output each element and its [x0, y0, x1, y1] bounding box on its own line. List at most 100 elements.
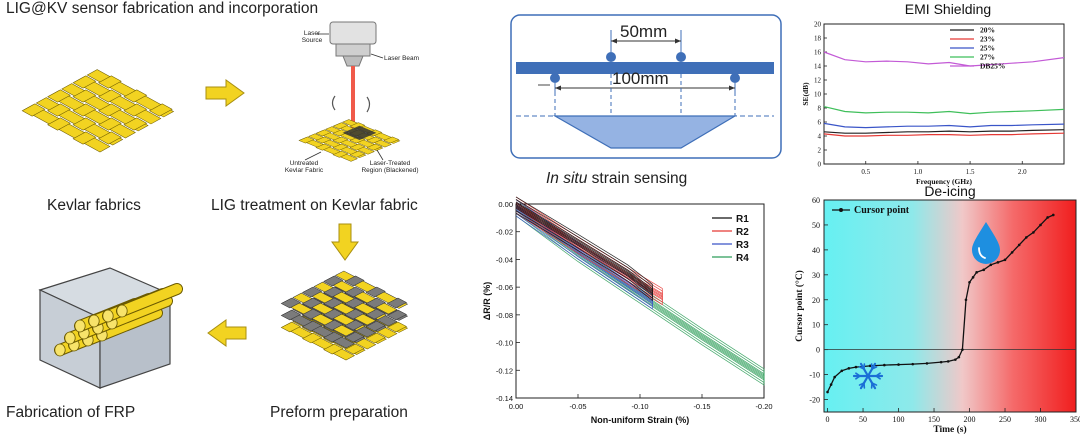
data-point	[982, 268, 986, 272]
x-tick-label: -0.05	[569, 402, 586, 411]
snowflake-branch	[858, 366, 865, 370]
legend-label: Cursor point	[854, 205, 910, 216]
fabric-weft-strand	[344, 331, 365, 343]
data-point	[1032, 231, 1035, 234]
fabric-weft-strand	[315, 136, 332, 144]
fabric-weft-strand	[332, 150, 349, 158]
data-point	[911, 362, 915, 366]
snowflake-arm	[866, 374, 877, 390]
fabric-weft-strand	[323, 297, 344, 309]
y-tick-label: 0	[818, 161, 822, 169]
fabric-weft-strand	[323, 275, 344, 287]
y-tick-label: 12	[814, 77, 822, 85]
data-point	[854, 365, 858, 369]
fabric-weft-strand	[323, 343, 344, 355]
y-tick-label: -0.02	[496, 228, 513, 237]
fabric-weft-strand	[386, 321, 408, 333]
y-tick-label: 0.00	[498, 200, 513, 209]
laser-source-label: Laser Source	[301, 30, 323, 44]
frp-fiber-end	[64, 331, 76, 345]
data-point	[957, 355, 961, 359]
legend-label: 27%	[980, 53, 995, 62]
insitu-caption: In situ strain sensing	[546, 170, 687, 188]
snowflake-icon	[852, 362, 884, 390]
kevlar-weave	[21, 69, 175, 153]
data-point	[1010, 251, 1014, 254]
fabric-weft-strand	[332, 136, 349, 144]
x-tick-label: 200	[964, 415, 976, 424]
strain-sensing-chart: 0.00-0.02-0.04-0.06-0.08-0.10-0.12-0.140…	[482, 196, 773, 425]
fabric-weft-strand	[344, 297, 365, 309]
y-tick-label: 2	[818, 147, 822, 155]
x-axis-label: Non-uniform Strain (%)	[591, 415, 690, 425]
data-point	[961, 348, 964, 351]
y-tick-label: 10	[812, 321, 820, 330]
laser-illustration	[298, 21, 401, 162]
fabric-weft-strand	[148, 103, 173, 117]
fabric-weft-strand	[315, 143, 332, 151]
series-line-20%	[823, 129, 1065, 134]
data-point	[1003, 258, 1007, 262]
fabric-weft-strand	[344, 343, 365, 355]
data-point	[883, 363, 886, 367]
fabric-weft-strand	[349, 150, 366, 158]
legend-label: 23%	[980, 35, 995, 44]
deicing-chart: De-icing -20 -10 0 10 20 30 40 50 60 0 50 100 150 200 2…	[794, 183, 1080, 435]
fabric-weft-strand	[332, 143, 349, 151]
laser-beam-label: Laser Beam	[384, 55, 420, 62]
data-point	[1051, 213, 1055, 217]
y-tick-label: 0	[816, 346, 820, 355]
fabric-weft-strand	[123, 89, 148, 103]
legend-marker	[839, 208, 843, 212]
x-tick-label: 300	[1035, 415, 1047, 424]
frp-fiber-end	[116, 304, 128, 318]
chart-title: De-icing	[924, 183, 975, 199]
data-point	[968, 281, 971, 284]
fabric-weft-strand	[365, 308, 386, 320]
x-tick-label: 350	[1070, 415, 1080, 424]
data-point	[954, 358, 957, 361]
y-tick-label: 20	[814, 21, 822, 29]
y-tick-label: 30	[812, 271, 820, 280]
top-span-label: 50mm	[620, 22, 668, 41]
x-tick-label: 0.5	[861, 168, 870, 176]
y-axis-label: Cursor point (°C)	[794, 270, 805, 342]
fabric-weft-strand	[98, 131, 122, 145]
fabric-weft-strand	[332, 129, 349, 137]
series-line-25%	[823, 122, 1065, 129]
water-drop-highlight	[978, 247, 986, 259]
y-tick-label: 6	[818, 119, 822, 127]
data-point	[847, 367, 851, 370]
fabric-weft-strand	[21, 103, 46, 117]
snowflake-arm	[859, 374, 870, 390]
fabric-weft-strand	[98, 117, 122, 131]
y-tick-label: -0.08	[496, 311, 513, 320]
x-tick-label: 100	[893, 415, 905, 424]
strain-setup-diagram	[510, 14, 782, 159]
fabric-weft-strand	[72, 75, 97, 89]
legend-label: 20%	[980, 26, 995, 35]
y-tick-label: -0.04	[496, 255, 513, 264]
data-point	[946, 360, 950, 363]
y-tick-label: 20	[812, 296, 820, 305]
emi-shielding-chart: EMI Shielding 0 2 4 6 8 10 12 14 16 18 20 0.5 1.0 1.5 2…	[801, 1, 1065, 186]
plot-frame	[823, 199, 1077, 413]
y-tick-label: 40	[812, 246, 820, 255]
data-point	[897, 363, 900, 366]
data-point	[939, 360, 943, 364]
x-tick-label: 50	[859, 415, 867, 424]
y-tick-label: -0.06	[496, 283, 513, 292]
y-tick-label: -10	[809, 371, 820, 380]
fabric-weft-strand	[280, 309, 301, 321]
snowflake-branch	[875, 372, 881, 377]
y-tick-label: 50	[812, 221, 820, 230]
y-axis-label: SE(dB)	[801, 82, 810, 106]
snowflake-branch	[871, 382, 878, 386]
series-loop-R1	[515, 196, 653, 292]
legend-label: 25%	[980, 44, 995, 53]
y-tick-label: 14	[814, 63, 822, 71]
plot-frame	[823, 23, 1065, 165]
y-tick-label: -0.14	[496, 394, 513, 403]
fabric-weft-strand	[123, 103, 148, 117]
legend-label: R1	[736, 214, 749, 225]
